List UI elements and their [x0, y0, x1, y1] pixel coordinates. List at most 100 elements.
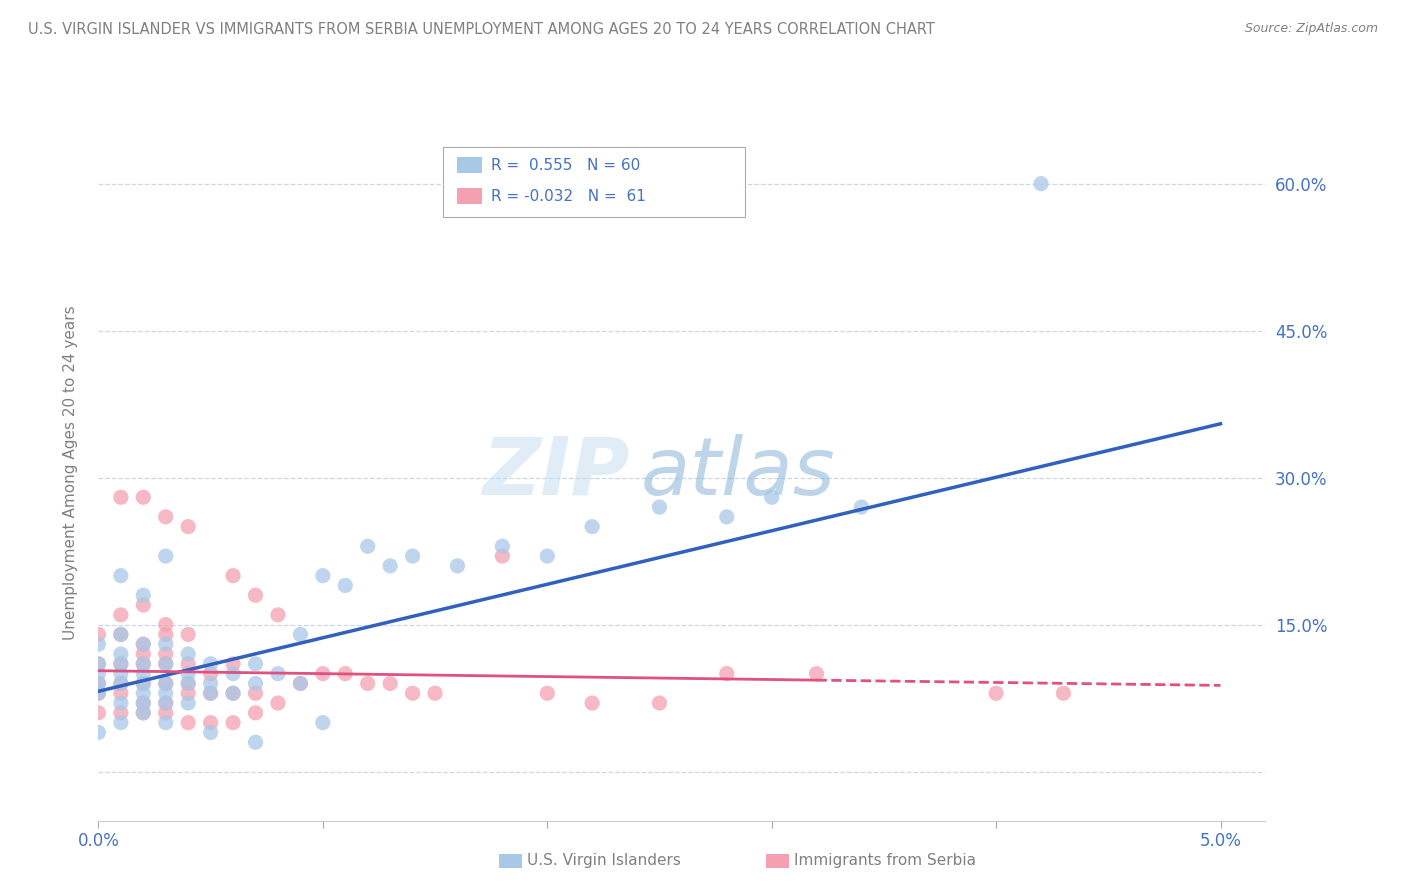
Point	[357, 539, 380, 553]
Text: R = -0.032   N =  61: R = -0.032 N = 61	[491, 189, 645, 203]
Point	[1052, 686, 1074, 700]
Text: Immigrants from Serbia: Immigrants from Serbia	[794, 854, 976, 868]
Point	[716, 666, 738, 681]
Point	[245, 706, 267, 720]
Point	[155, 627, 177, 641]
Point	[155, 696, 177, 710]
Point	[132, 637, 155, 651]
Point	[155, 715, 177, 730]
Point	[491, 539, 513, 553]
Point	[110, 676, 132, 690]
Point	[132, 706, 155, 720]
Point	[110, 568, 132, 582]
Point	[87, 686, 110, 700]
Point	[222, 568, 245, 582]
Point	[110, 715, 132, 730]
Point	[335, 578, 357, 592]
Point	[155, 637, 177, 651]
Point	[87, 706, 110, 720]
Point	[110, 627, 132, 641]
Point	[110, 706, 132, 720]
Point	[110, 696, 132, 710]
Point	[177, 627, 200, 641]
Point	[357, 676, 380, 690]
Point	[222, 715, 245, 730]
Point	[245, 657, 267, 671]
Point	[155, 549, 177, 563]
Y-axis label: Unemployment Among Ages 20 to 24 years: Unemployment Among Ages 20 to 24 years	[63, 305, 77, 640]
Point	[155, 647, 177, 661]
Point	[222, 686, 245, 700]
Point	[110, 627, 132, 641]
Point	[132, 490, 155, 504]
Point	[155, 657, 177, 671]
Point	[155, 617, 177, 632]
Point	[491, 549, 513, 563]
Text: Source: ZipAtlas.com: Source: ZipAtlas.com	[1244, 22, 1378, 36]
Point	[267, 607, 290, 622]
Text: U.S. Virgin Islanders: U.S. Virgin Islanders	[527, 854, 681, 868]
Point	[87, 666, 110, 681]
Point	[87, 725, 110, 739]
Point	[177, 647, 200, 661]
Point	[806, 666, 828, 681]
Point	[581, 696, 603, 710]
Point	[378, 676, 402, 690]
Point	[378, 558, 402, 573]
Point	[177, 657, 200, 671]
Point	[1029, 177, 1052, 191]
Point	[132, 657, 155, 671]
Point	[155, 676, 177, 690]
Point	[761, 490, 783, 504]
Point	[132, 588, 155, 602]
Point	[110, 686, 132, 700]
Point	[536, 686, 558, 700]
Point	[200, 666, 222, 681]
Point	[312, 666, 335, 681]
Point	[335, 666, 357, 681]
Point	[132, 676, 155, 690]
Point	[155, 686, 177, 700]
Point	[177, 686, 200, 700]
Point	[222, 657, 245, 671]
Point	[132, 686, 155, 700]
Point	[290, 676, 312, 690]
Point	[290, 676, 312, 690]
Point	[87, 657, 110, 671]
Point	[536, 549, 558, 563]
Point	[132, 676, 155, 690]
Point	[177, 676, 200, 690]
Point	[155, 657, 177, 671]
Point	[245, 588, 267, 602]
Point	[648, 500, 671, 514]
Point	[222, 666, 245, 681]
Point	[200, 657, 222, 671]
Text: ZIP: ZIP	[482, 434, 630, 512]
Point	[110, 657, 132, 671]
Point	[401, 686, 423, 700]
Point	[177, 666, 200, 681]
Point	[87, 657, 110, 671]
Point	[581, 519, 603, 533]
Point	[851, 500, 873, 514]
Point	[110, 647, 132, 661]
Point	[132, 657, 155, 671]
Point	[132, 637, 155, 651]
Point	[110, 657, 132, 671]
Point	[177, 696, 200, 710]
Point	[200, 676, 222, 690]
Point	[200, 715, 222, 730]
Point	[245, 735, 267, 749]
Point	[155, 706, 177, 720]
Point	[401, 549, 423, 563]
Point	[87, 686, 110, 700]
Point	[200, 686, 222, 700]
Point	[87, 676, 110, 690]
Text: atlas: atlas	[641, 434, 835, 512]
Point	[132, 666, 155, 681]
Point	[312, 568, 335, 582]
Point	[648, 696, 671, 710]
Point	[110, 490, 132, 504]
Point	[177, 715, 200, 730]
Point	[110, 676, 132, 690]
